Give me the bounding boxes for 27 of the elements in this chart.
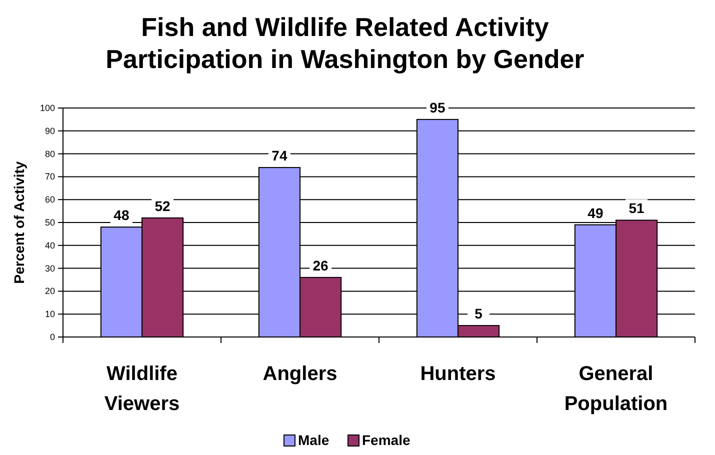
y-tick-label: 40 xyxy=(44,240,55,250)
x-tick-label: Anglers xyxy=(262,363,338,385)
y-axis-title: Percent of Activity xyxy=(11,161,27,284)
y-tick-label: 100 xyxy=(40,103,55,113)
data-label: 52 xyxy=(154,198,171,214)
chart-title: Fish and Wildlife Related Activity Participation in Washington by Gender xyxy=(106,12,584,74)
data-label: 74 xyxy=(272,148,288,164)
legend-label: Male xyxy=(298,432,330,448)
data-label: 5 xyxy=(474,306,483,322)
y-tick-label: 90 xyxy=(44,126,55,136)
x-tick-label: Hunters xyxy=(420,363,496,385)
x-tick-label: Wildlife Viewers xyxy=(104,363,180,415)
legend-label: Female xyxy=(362,432,410,448)
data-label: 95 xyxy=(430,99,446,116)
data-label: 48 xyxy=(114,207,130,224)
y-tick-label: 30 xyxy=(44,263,55,274)
y-tick-label: 80 xyxy=(44,148,55,159)
y-tick-label: 20 xyxy=(44,286,55,296)
data-label: 51 xyxy=(628,200,645,216)
y-tick-label: 10 xyxy=(44,309,55,320)
y-tick-label: 50 xyxy=(44,218,55,228)
y-tick-label: 70 xyxy=(44,172,55,182)
y-tick-label: 0 xyxy=(50,332,55,342)
x-tick-label: General Population xyxy=(564,363,668,415)
data-label: 26 xyxy=(312,257,329,274)
y-tick-label: 60 xyxy=(44,194,55,205)
data-label: 49 xyxy=(588,204,604,221)
